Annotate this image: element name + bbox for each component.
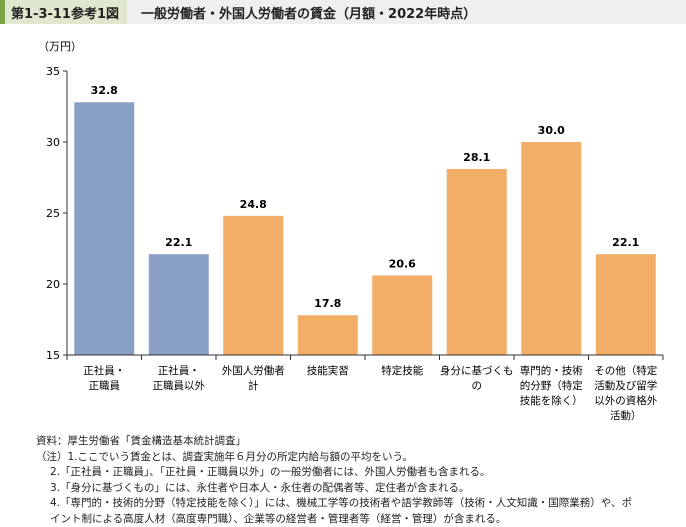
bar [372,275,432,355]
bar [596,254,656,355]
source-note: 資料：厚生労働省「賃金構造基本統計調査」 [36,434,632,450]
data-label: 32.8 [91,84,118,97]
y-axis-label: （万円） [38,40,82,53]
note-2: 2.「正社員・正職員」、「正社員・正職員以外」の一般労働者には、外国人労働者も含… [36,465,632,481]
x-tick-label: 正社員・ [83,364,125,377]
x-tick-label: 的分野（特定 [520,379,583,392]
y-tick-label: 30 [46,136,60,149]
x-tick-label: その他（特定 [594,364,657,377]
bar-chart: （万円） 15 20 25 30 35 32.8 正社員・正職員 22.1 正社員・正職員以外 24… [0,0,686,430]
x-tick-label: 正職員 [89,380,121,392]
data-label: 30.0 [538,124,565,137]
x-tick-label: 計 [248,379,259,392]
note-4-cont: イント制による高度人材（高度専門職）、企業等の経営者・管理者等（経営・管理）が含… [36,512,632,527]
data-label: 28.1 [463,151,490,164]
bar [521,142,581,355]
x-tick-label: の [472,380,483,392]
x-tick-label: 身分に基づくも [440,364,514,377]
data-label: 17.8 [314,297,341,310]
x-tick-label: 技能実習 [307,364,349,377]
data-label: 20.6 [389,257,416,270]
x-tick-label: 正社員・ [158,364,200,377]
x-tick-label: 以外の資格外 [594,394,657,407]
x-tick-label: 外国人労働者 [222,364,285,377]
x-tick-label: 正職員以外 [153,380,206,392]
bar [298,315,358,355]
notes: 資料：厚生労働省「賃金構造基本統計調査」 （注）1.ここでいう賃金とは、調査実施… [36,434,632,527]
x-tick-label: 特定技能 [381,364,423,377]
data-label: 22.1 [612,236,639,249]
y-tick-label: 25 [46,207,60,220]
data-label: 24.8 [240,198,267,211]
bar [223,216,283,355]
x-tick-label: 活動） [610,409,642,422]
data-label: 22.1 [165,236,192,249]
bar [149,254,209,355]
x-tick-label: 技能を除く） [520,394,583,407]
y-tick-label: 35 [46,65,60,78]
bar [447,169,507,355]
note-3: 3.「身分に基づくもの」には、永住者や日本人・永住者の配偶者等、定住者が含まれる… [36,481,632,497]
x-tick-label: 活動及び留学 [594,379,657,392]
bar [74,102,134,355]
x-tick-label: 専門的・技術 [520,364,583,377]
y-tick-label: 20 [46,278,60,291]
y-tick-label: 15 [46,349,60,362]
note-4: 4.「専門的・技術的分野（特定技能を除く）」には、機械工学等の技術者や語学教師等… [36,496,632,512]
note-1: （注）1.ここでいう賃金とは、調査実施年６月分の所定内給与額の平均をいう。 [36,450,632,466]
